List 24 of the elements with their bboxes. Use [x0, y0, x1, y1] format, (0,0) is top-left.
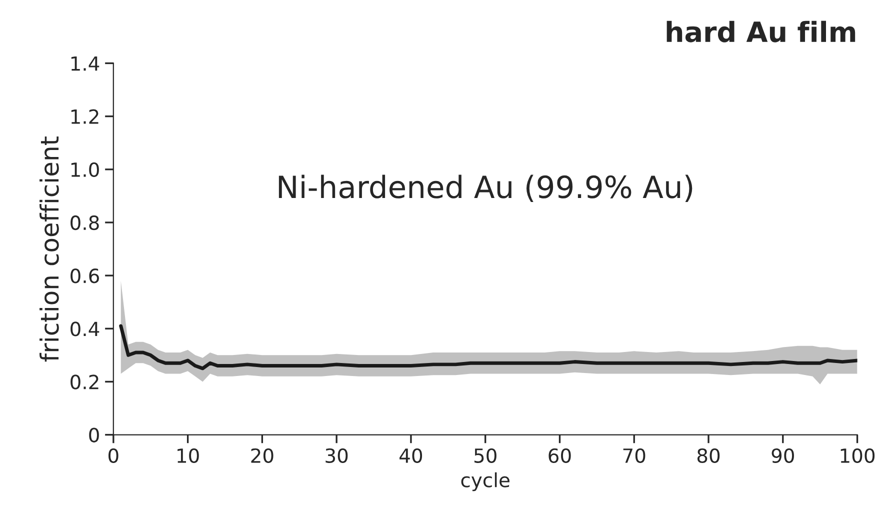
- x-tick-label: 30: [326, 448, 348, 464]
- line-series: [119, 324, 858, 370]
- x-tick-label: 70: [623, 448, 646, 464]
- y-tick-label: 0.8: [70, 215, 99, 230]
- y-tick-label: 0.2: [70, 374, 98, 390]
- x-tick-label: 90: [772, 448, 794, 464]
- chart-title: hard Au film: [666, 20, 856, 42]
- y-axis-title: friction coefficient: [40, 136, 59, 362]
- y-tick-label: 0.6: [70, 268, 99, 284]
- y-tick-label: 0: [89, 428, 99, 442]
- x-tick-label: 0: [108, 448, 118, 464]
- x-tick-label: 80: [697, 448, 720, 464]
- x-tick-label: 50: [474, 448, 496, 464]
- x-tick-label: 40: [400, 448, 422, 464]
- y-tick-label: 1.4: [71, 56, 100, 71]
- y-tick-label: 1.2: [71, 109, 98, 124]
- annotation: Ni-hardened Au (99.9% Au): [278, 174, 692, 202]
- x-tick-label: 10: [178, 448, 199, 464]
- x-tick-label: 20: [251, 448, 274, 464]
- x-axis-title: cycle: [461, 472, 510, 492]
- x-tick-label: 60: [548, 448, 571, 464]
- y-tick-label: 1.0: [71, 162, 99, 178]
- y-tick-label: 0.4: [70, 322, 100, 336]
- x-tick-label: 100: [840, 448, 875, 464]
